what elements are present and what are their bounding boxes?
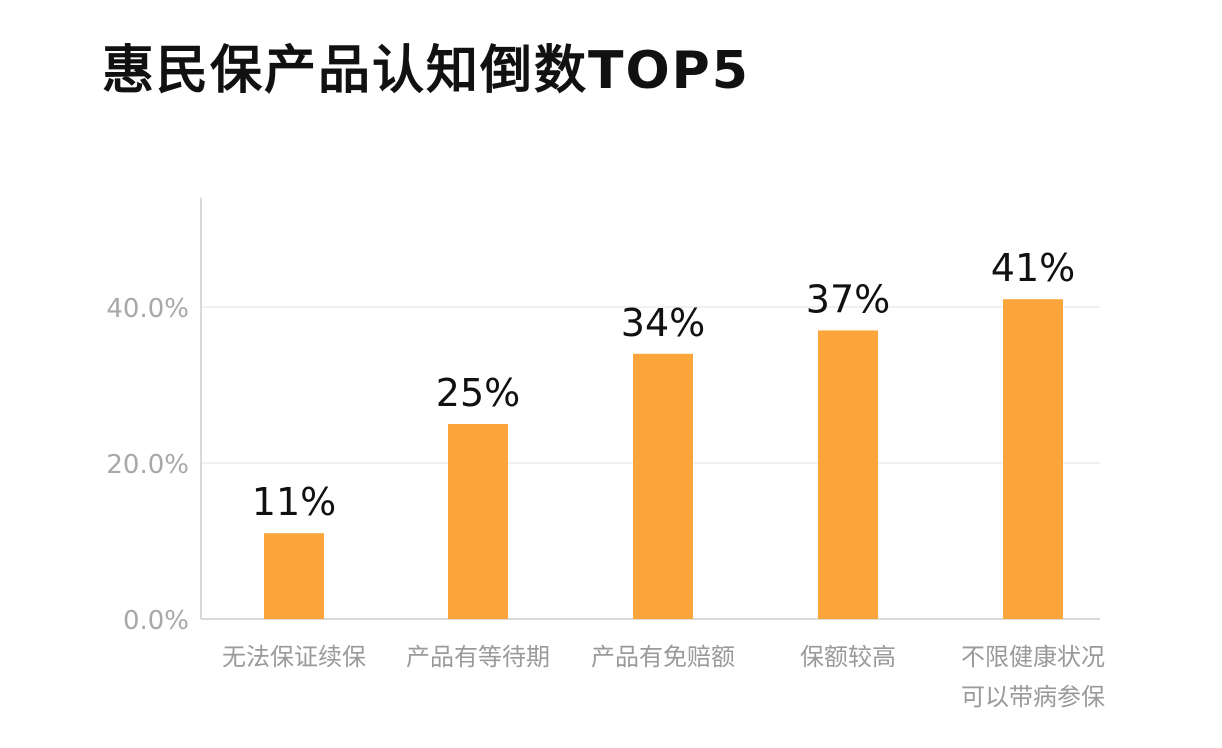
data-label: 37%: [806, 277, 890, 321]
x-tick-label: 产品有等待期: [406, 643, 550, 671]
data-label: 41%: [991, 246, 1075, 290]
data-label: 25%: [436, 371, 520, 415]
x-tick-label: 保额较高: [800, 643, 896, 671]
bar: [448, 424, 508, 619]
data-labels: 11% 25% 34% 37% 41%: [252, 246, 1075, 524]
x-tick-label: 产品有免赔额: [591, 643, 735, 671]
y-tick-label: 40.0%: [106, 294, 189, 324]
x-tick-label: 可以带病参保: [961, 683, 1105, 711]
data-label: 34%: [621, 301, 705, 345]
y-tick-label: 0.0%: [123, 606, 189, 636]
bar: [633, 353, 693, 619]
bar: [264, 533, 324, 619]
data-label: 11%: [252, 480, 336, 524]
y-tick-labels: 0.0% 20.0% 40.0%: [106, 294, 189, 636]
y-tick-label: 20.0%: [106, 450, 189, 480]
bar: [1003, 299, 1063, 619]
chart-title: 惠民保产品认知倒数TOP5: [102, 41, 750, 101]
bar: [818, 330, 878, 619]
x-tick-label: 不限健康状况: [961, 643, 1105, 671]
x-tick-label: 无法保证续保: [222, 643, 366, 671]
bars: [264, 299, 1063, 619]
